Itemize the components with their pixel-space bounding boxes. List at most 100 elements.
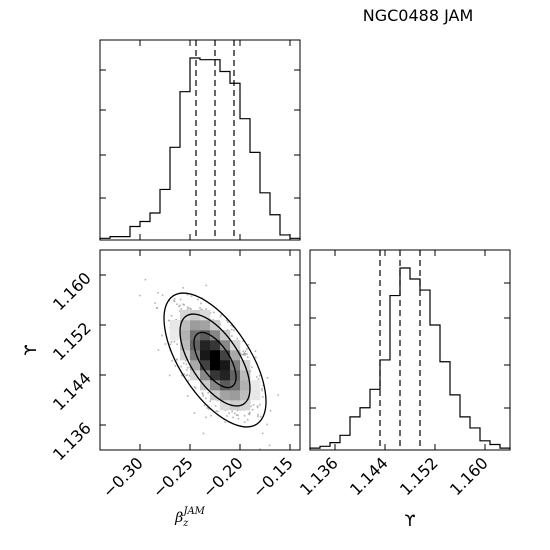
scatter-point	[164, 343, 167, 345]
density-cell	[230, 350, 241, 361]
scatter-point	[207, 391, 209, 394]
scatter-point	[236, 337, 239, 340]
scatter-point	[184, 359, 187, 362]
scatter-point	[157, 291, 159, 294]
scatter-point	[193, 386, 196, 388]
density-cell	[250, 380, 261, 391]
scatter-point	[259, 415, 262, 418]
scatter-point	[259, 403, 261, 406]
scatter-point	[154, 302, 156, 304]
scatter-point	[243, 421, 246, 423]
scatter-point	[232, 325, 234, 328]
scatter-point	[170, 315, 173, 317]
density-cell	[240, 390, 251, 401]
density-cell	[200, 330, 211, 341]
scatter-point	[206, 407, 209, 409]
scatter-point	[255, 376, 258, 378]
scatter-point	[183, 373, 185, 375]
scatter-point	[193, 412, 196, 414]
scatter-point	[237, 417, 240, 420]
y-tick-label: 1.152	[49, 318, 95, 364]
density-cell	[240, 380, 251, 391]
density-cell	[210, 360, 221, 371]
scatter-point	[249, 370, 252, 372]
scatter-point	[257, 415, 259, 418]
axes-frame	[309, 249, 511, 451]
scatter-point	[255, 356, 257, 359]
scatter-point	[216, 399, 219, 402]
scatter-point	[239, 352, 242, 355]
density-cell	[230, 400, 241, 411]
scatter-point	[209, 312, 212, 314]
scatter-point	[244, 354, 246, 357]
density-cell	[220, 400, 231, 411]
scatter-point	[233, 412, 236, 415]
scatter-point	[226, 329, 229, 331]
density-cell	[250, 390, 261, 401]
x-tick-label: −0.20	[199, 453, 247, 501]
scatter-point	[185, 363, 188, 366]
scatter-point	[187, 379, 190, 382]
scatter-point	[172, 299, 175, 302]
density-cell	[200, 320, 211, 331]
scatter-point	[168, 374, 171, 377]
scatter-point	[227, 321, 229, 324]
scatter-point	[161, 294, 164, 296]
scatter-point	[247, 412, 250, 415]
scatter-point	[224, 421, 226, 423]
scatter-point	[242, 350, 245, 353]
density-cell	[190, 310, 201, 321]
scatter-point	[210, 414, 213, 417]
scatter-point	[257, 413, 259, 416]
scatter-point	[190, 295, 193, 297]
scatter-point	[231, 335, 233, 337]
density-cell	[220, 360, 231, 371]
density-cell	[200, 350, 211, 361]
scatter-point	[186, 309, 189, 311]
scatter-point	[179, 304, 181, 307]
density-cell	[220, 370, 231, 381]
density-cell	[210, 390, 221, 401]
scatter-point	[170, 341, 173, 343]
density-cell	[200, 380, 211, 391]
scatter-point	[268, 444, 271, 447]
contour-line	[163, 292, 267, 428]
scatter-point	[171, 359, 173, 362]
scatter-point	[250, 405, 252, 408]
density-cell	[190, 330, 201, 341]
quantile-lines	[379, 250, 421, 450]
scatter-point	[178, 305, 180, 308]
scatter-point	[200, 302, 202, 305]
x-axis-label-upsilon: ϒ	[404, 511, 415, 530]
axes-frame	[99, 39, 301, 241]
scatter-point	[242, 340, 244, 342]
scatter-point	[179, 310, 181, 312]
scatter-point	[220, 313, 223, 316]
scatter-point	[266, 423, 268, 426]
scatter-point	[139, 294, 141, 297]
scatter-point	[185, 374, 187, 377]
scatter-point	[217, 410, 219, 413]
x-tick-label: −0.30	[99, 453, 147, 501]
scatter-point	[208, 408, 210, 410]
scatter-point	[167, 319, 170, 322]
scatter-point	[205, 284, 208, 287]
scatter-point	[231, 410, 233, 413]
scatter-point	[194, 387, 197, 389]
density-cell	[180, 340, 191, 351]
y-tick-label: 1.136	[49, 418, 95, 464]
scatter-point	[244, 350, 247, 353]
density-cell	[210, 320, 221, 331]
scatter-point	[176, 358, 178, 361]
scatter-point	[182, 287, 184, 289]
density-cell	[180, 330, 191, 341]
density-cell	[190, 370, 201, 381]
quantile-lines	[195, 40, 235, 240]
figure-title: NGC0488 JAM	[363, 6, 474, 25]
density-cell	[210, 350, 221, 361]
density-cell	[180, 310, 191, 321]
scatter-point	[174, 364, 177, 367]
scatter-point	[215, 410, 218, 412]
scatter-point	[186, 374, 189, 376]
density-cell	[180, 320, 191, 331]
